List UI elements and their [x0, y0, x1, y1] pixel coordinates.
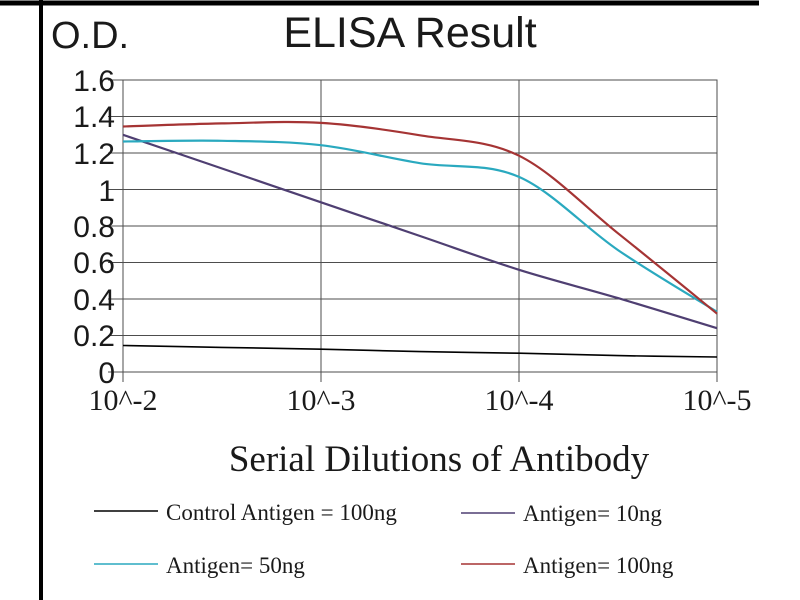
svg-text:0.2: 0.2: [73, 320, 115, 353]
svg-text:Serial Dilutions of Antibody: Serial Dilutions of Antibody: [229, 439, 650, 480]
svg-text:1: 1: [98, 175, 115, 208]
svg-text:10^-4: 10^-4: [484, 384, 553, 417]
svg-text:0.6: 0.6: [73, 247, 115, 280]
svg-text:10^-5: 10^-5: [682, 384, 751, 417]
svg-text:1.4: 1.4: [73, 101, 115, 134]
svg-text:0.8: 0.8: [73, 211, 115, 244]
svg-text:Antigen= 10ng: Antigen= 10ng: [523, 501, 662, 526]
svg-text:O.D.: O.D.: [51, 15, 129, 57]
svg-text:1.2: 1.2: [73, 138, 115, 171]
svg-text:1.6: 1.6: [73, 65, 115, 98]
svg-text:10^-3: 10^-3: [286, 384, 355, 417]
svg-text:0.4: 0.4: [73, 284, 115, 317]
svg-text:Antigen= 50ng: Antigen= 50ng: [166, 553, 305, 578]
svg-text:ELISA Result: ELISA Result: [283, 9, 536, 57]
svg-text:Antigen= 100ng: Antigen= 100ng: [523, 553, 674, 578]
svg-text:10^-2: 10^-2: [88, 384, 157, 417]
svg-text:Control Antigen = 100ng: Control Antigen = 100ng: [166, 500, 397, 525]
